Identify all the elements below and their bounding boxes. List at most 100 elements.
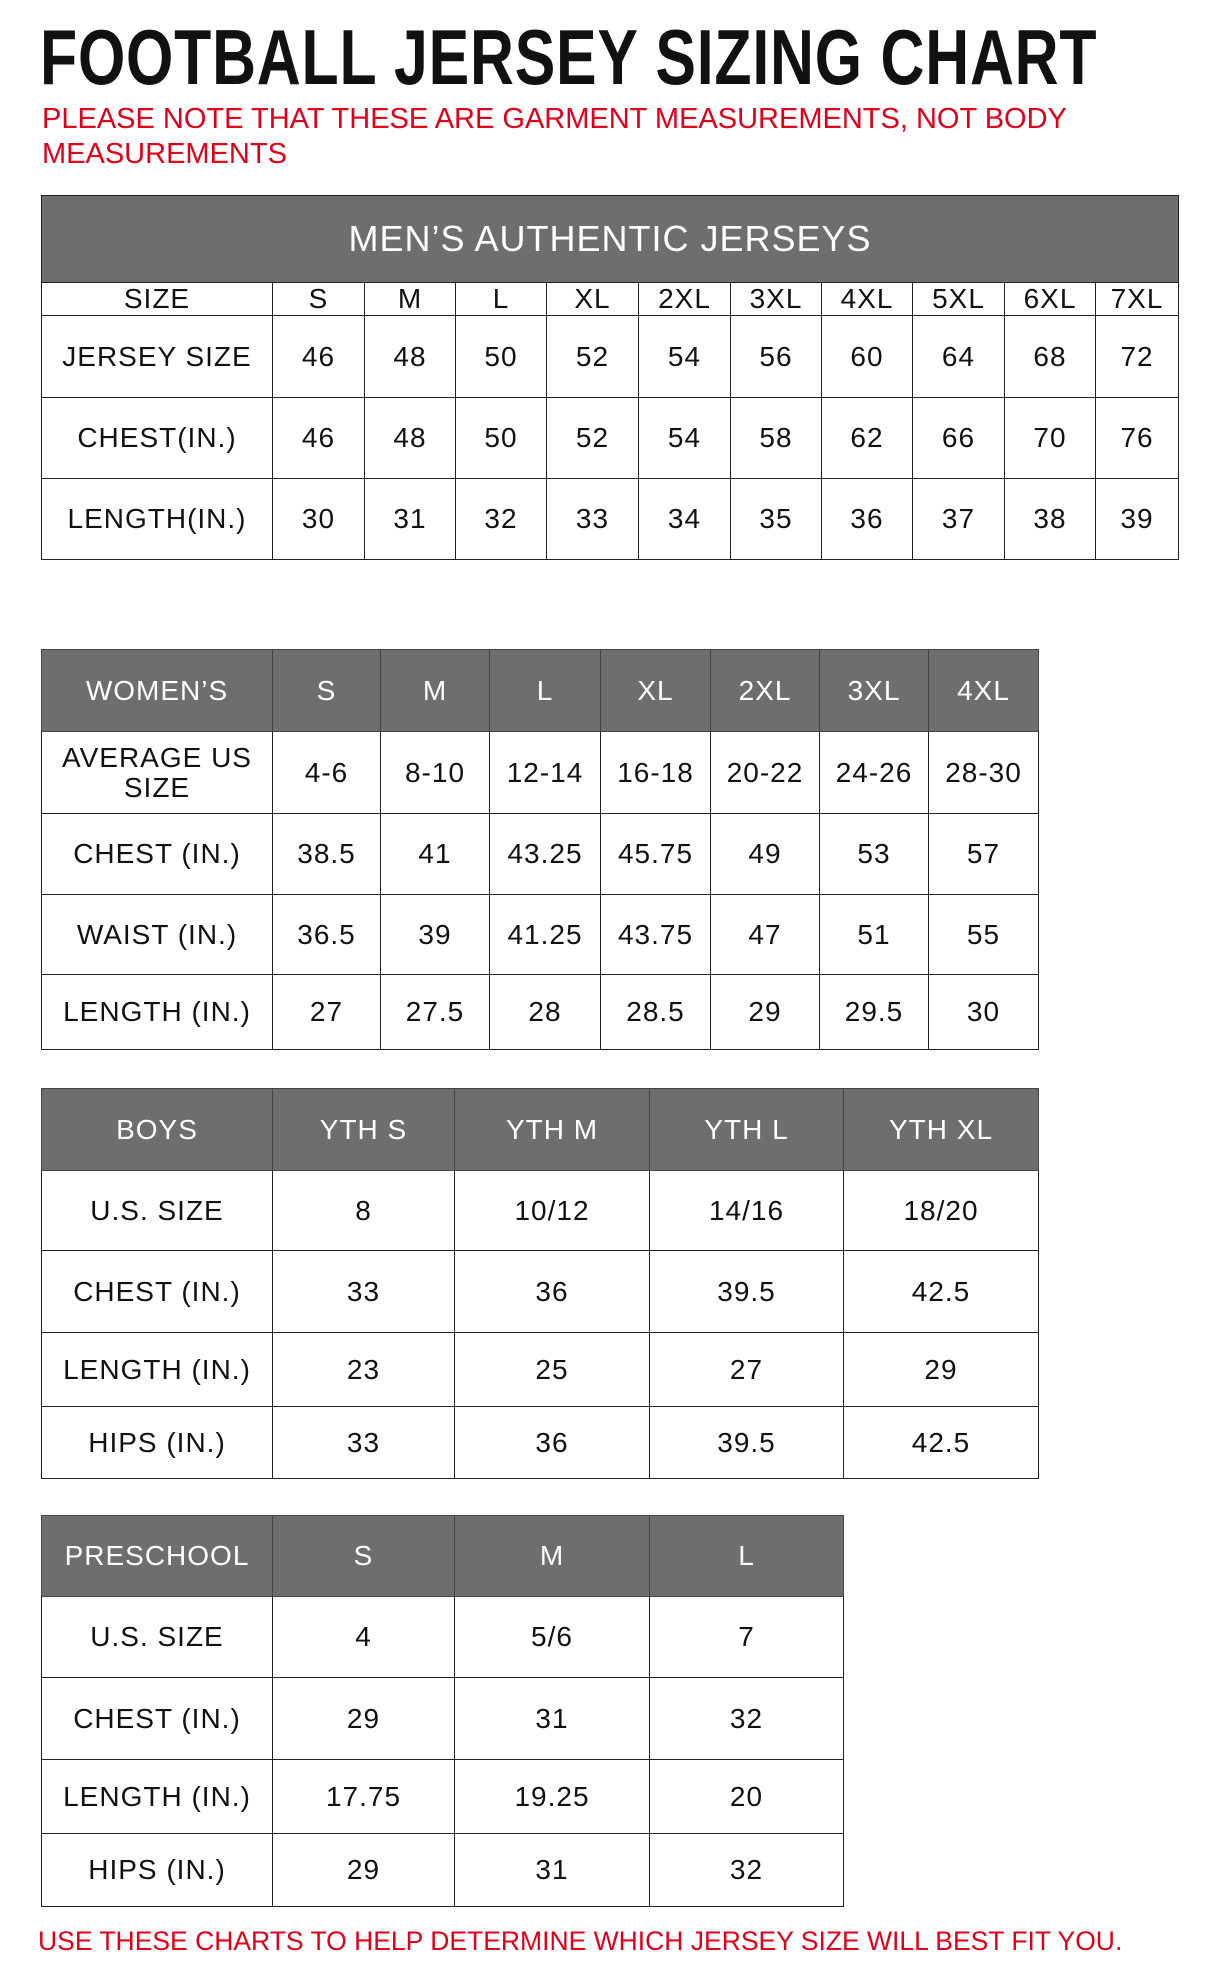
measurement-cell: 52 (546, 397, 639, 479)
row-label: LENGTH (IN.) (41, 1332, 273, 1407)
measurement-cell: 76 (1094, 397, 1180, 479)
measurement-cell: 36 (454, 1406, 650, 1479)
measurement-cell: 20-22 (710, 731, 820, 814)
table-row: HIPS (IN.) 29 31 32 (41, 1833, 844, 1907)
preschool-table: PRESCHOOL S M L U.S. SIZE 4 5/6 7 CHEST (IN.) 29 3… (41, 1515, 844, 1907)
measurement-cell: 36.5 (272, 894, 381, 975)
measurement-cell: 36 (454, 1250, 650, 1333)
mens-authentic-table: MEN’S AUTHENTIC JERSEYS SIZE S M L XL 2XL 3XL 4X… (40, 195, 1180, 560)
measurement-cell: 8 (272, 1170, 455, 1251)
size-header-cell: YTH XL (843, 1088, 1039, 1171)
table-row: JERSEY SIZE 46 48 50 52 54 56 60 64 68 72 (41, 315, 1180, 398)
measurement-cell: 57 (928, 813, 1039, 895)
measurement-cell: 18/20 (843, 1170, 1039, 1251)
measurement-cell: 36 (821, 478, 913, 560)
measurement-cell: 28-30 (928, 731, 1039, 814)
size-header-cell: S (272, 649, 381, 732)
measurement-cell: 28.5 (600, 974, 711, 1050)
measurement-cell: 54 (638, 397, 731, 479)
measurement-cell: 68 (1004, 315, 1096, 398)
measurement-cell: 46 (272, 315, 365, 398)
size-header-cell: M (380, 649, 490, 732)
measurement-cell: 14/16 (649, 1170, 844, 1251)
table-row: CHEST (IN.) 33 36 39.5 42.5 (41, 1250, 1039, 1333)
measurement-cell: 30 (272, 478, 365, 560)
table-header-row: SIZE S M L XL 2XL 3XL 4XL 5XL 6XL 7XL (41, 282, 1180, 316)
measurement-cell: 16-18 (600, 731, 711, 814)
measurement-cell: 56 (730, 315, 822, 398)
size-header-cell: 2XL (638, 282, 731, 316)
table-banner: MEN’S AUTHENTIC JERSEYS (40, 195, 1180, 283)
measurement-cell: 48 (364, 315, 456, 398)
measurement-cell: 4 (272, 1596, 455, 1678)
table-row: U.S. SIZE 4 5/6 7 (41, 1596, 844, 1678)
measurement-cell: 53 (819, 813, 929, 895)
size-header-cell: M (454, 1515, 650, 1597)
measurement-cell: 45.75 (600, 813, 711, 895)
measurement-cell: 27 (649, 1332, 844, 1407)
measurement-cell: 29 (272, 1677, 455, 1760)
measurement-cell: 17.75 (272, 1759, 455, 1834)
table-row: U.S. SIZE 8 10/12 14/16 18/20 (41, 1170, 1039, 1251)
table-row: HIPS (IN.) 33 36 39.5 42.5 (41, 1406, 1039, 1479)
size-header-cell: 4XL (928, 649, 1039, 732)
table-row: WAIST (IN.) 36.5 39 41.25 43.75 47 51 55 (41, 894, 1039, 975)
measurement-cell: 10/12 (454, 1170, 650, 1251)
size-header-cell: L (455, 282, 547, 316)
size-header-cell: XL (600, 649, 711, 732)
row-label: PRESCHOOL (41, 1515, 273, 1597)
measurement-cell: 39 (1094, 478, 1180, 560)
row-label: AVERAGE US SIZE (41, 731, 273, 814)
measurement-cell: 58 (730, 397, 822, 479)
measurement-cell: 32 (649, 1677, 844, 1760)
measurement-cell: 5/6 (454, 1596, 650, 1678)
measurement-cell: 54 (638, 315, 731, 398)
boys-table: BOYS YTH S YTH M YTH L YTH XL U.S. SIZE 8 10/12… (41, 1088, 1039, 1479)
measurement-cell: 42.5 (843, 1250, 1039, 1333)
measurement-cell: 47 (710, 894, 820, 975)
table-row: LENGTH (IN.) 27 27.5 28 28.5 29 29.5 30 (41, 974, 1039, 1050)
measurement-cell: 52 (546, 315, 639, 398)
measurement-cell: 27 (272, 974, 381, 1050)
table-header-row: PRESCHOOL S M L (41, 1515, 844, 1597)
measurement-cell: 29 (843, 1332, 1039, 1407)
table-header-row: WOMEN’S S M L XL 2XL 3XL 4XL (41, 649, 1039, 732)
row-label: WAIST (IN.) (41, 894, 273, 975)
size-header-cell: 4XL (821, 282, 913, 316)
measurement-cell: 66 (912, 397, 1005, 479)
size-header-cell: L (649, 1515, 844, 1597)
size-header-cell: YTH S (272, 1088, 455, 1171)
measurement-cell: 37 (912, 478, 1005, 560)
row-label: U.S. SIZE (41, 1170, 273, 1251)
measurement-cell: 38 (1004, 478, 1096, 560)
measurement-cell: 4-6 (272, 731, 381, 814)
measurement-cell: 39 (380, 894, 490, 975)
measurement-cell: 31 (454, 1833, 650, 1907)
row-label: BOYS (41, 1088, 273, 1171)
table-row: LENGTH(IN.) 30 31 32 33 34 35 36 37 38 39 (41, 478, 1180, 560)
measurement-cell: 29.5 (819, 974, 929, 1050)
measurement-cell: 29 (272, 1833, 455, 1907)
measurement-cell: 27.5 (380, 974, 490, 1050)
row-label: LENGTH (IN.) (41, 1759, 273, 1834)
row-label: LENGTH (IN.) (41, 974, 273, 1050)
measurement-cell: 49 (710, 813, 820, 895)
row-label: WOMEN’S (41, 649, 273, 732)
measurement-cell: 32 (455, 478, 547, 560)
row-label: CHEST (IN.) (41, 813, 273, 895)
measurement-cell: 29 (710, 974, 820, 1050)
measurement-cell: 60 (821, 315, 913, 398)
measurement-cell: 34 (638, 478, 731, 560)
size-header-cell: XL (546, 282, 639, 316)
size-header-cell: YTH L (649, 1088, 844, 1171)
measurement-cell: 50 (455, 397, 547, 479)
size-header-cell: M (364, 282, 456, 316)
measurement-cell: 33 (272, 1406, 455, 1479)
row-label: CHEST(IN.) (41, 397, 273, 479)
measurement-cell: 43.75 (600, 894, 711, 975)
size-header-cell: S (272, 1515, 455, 1597)
measurement-cell: 31 (364, 478, 456, 560)
row-label: LENGTH(IN.) (41, 478, 273, 560)
measurement-cell: 70 (1004, 397, 1096, 479)
measurement-cell: 41 (380, 813, 490, 895)
